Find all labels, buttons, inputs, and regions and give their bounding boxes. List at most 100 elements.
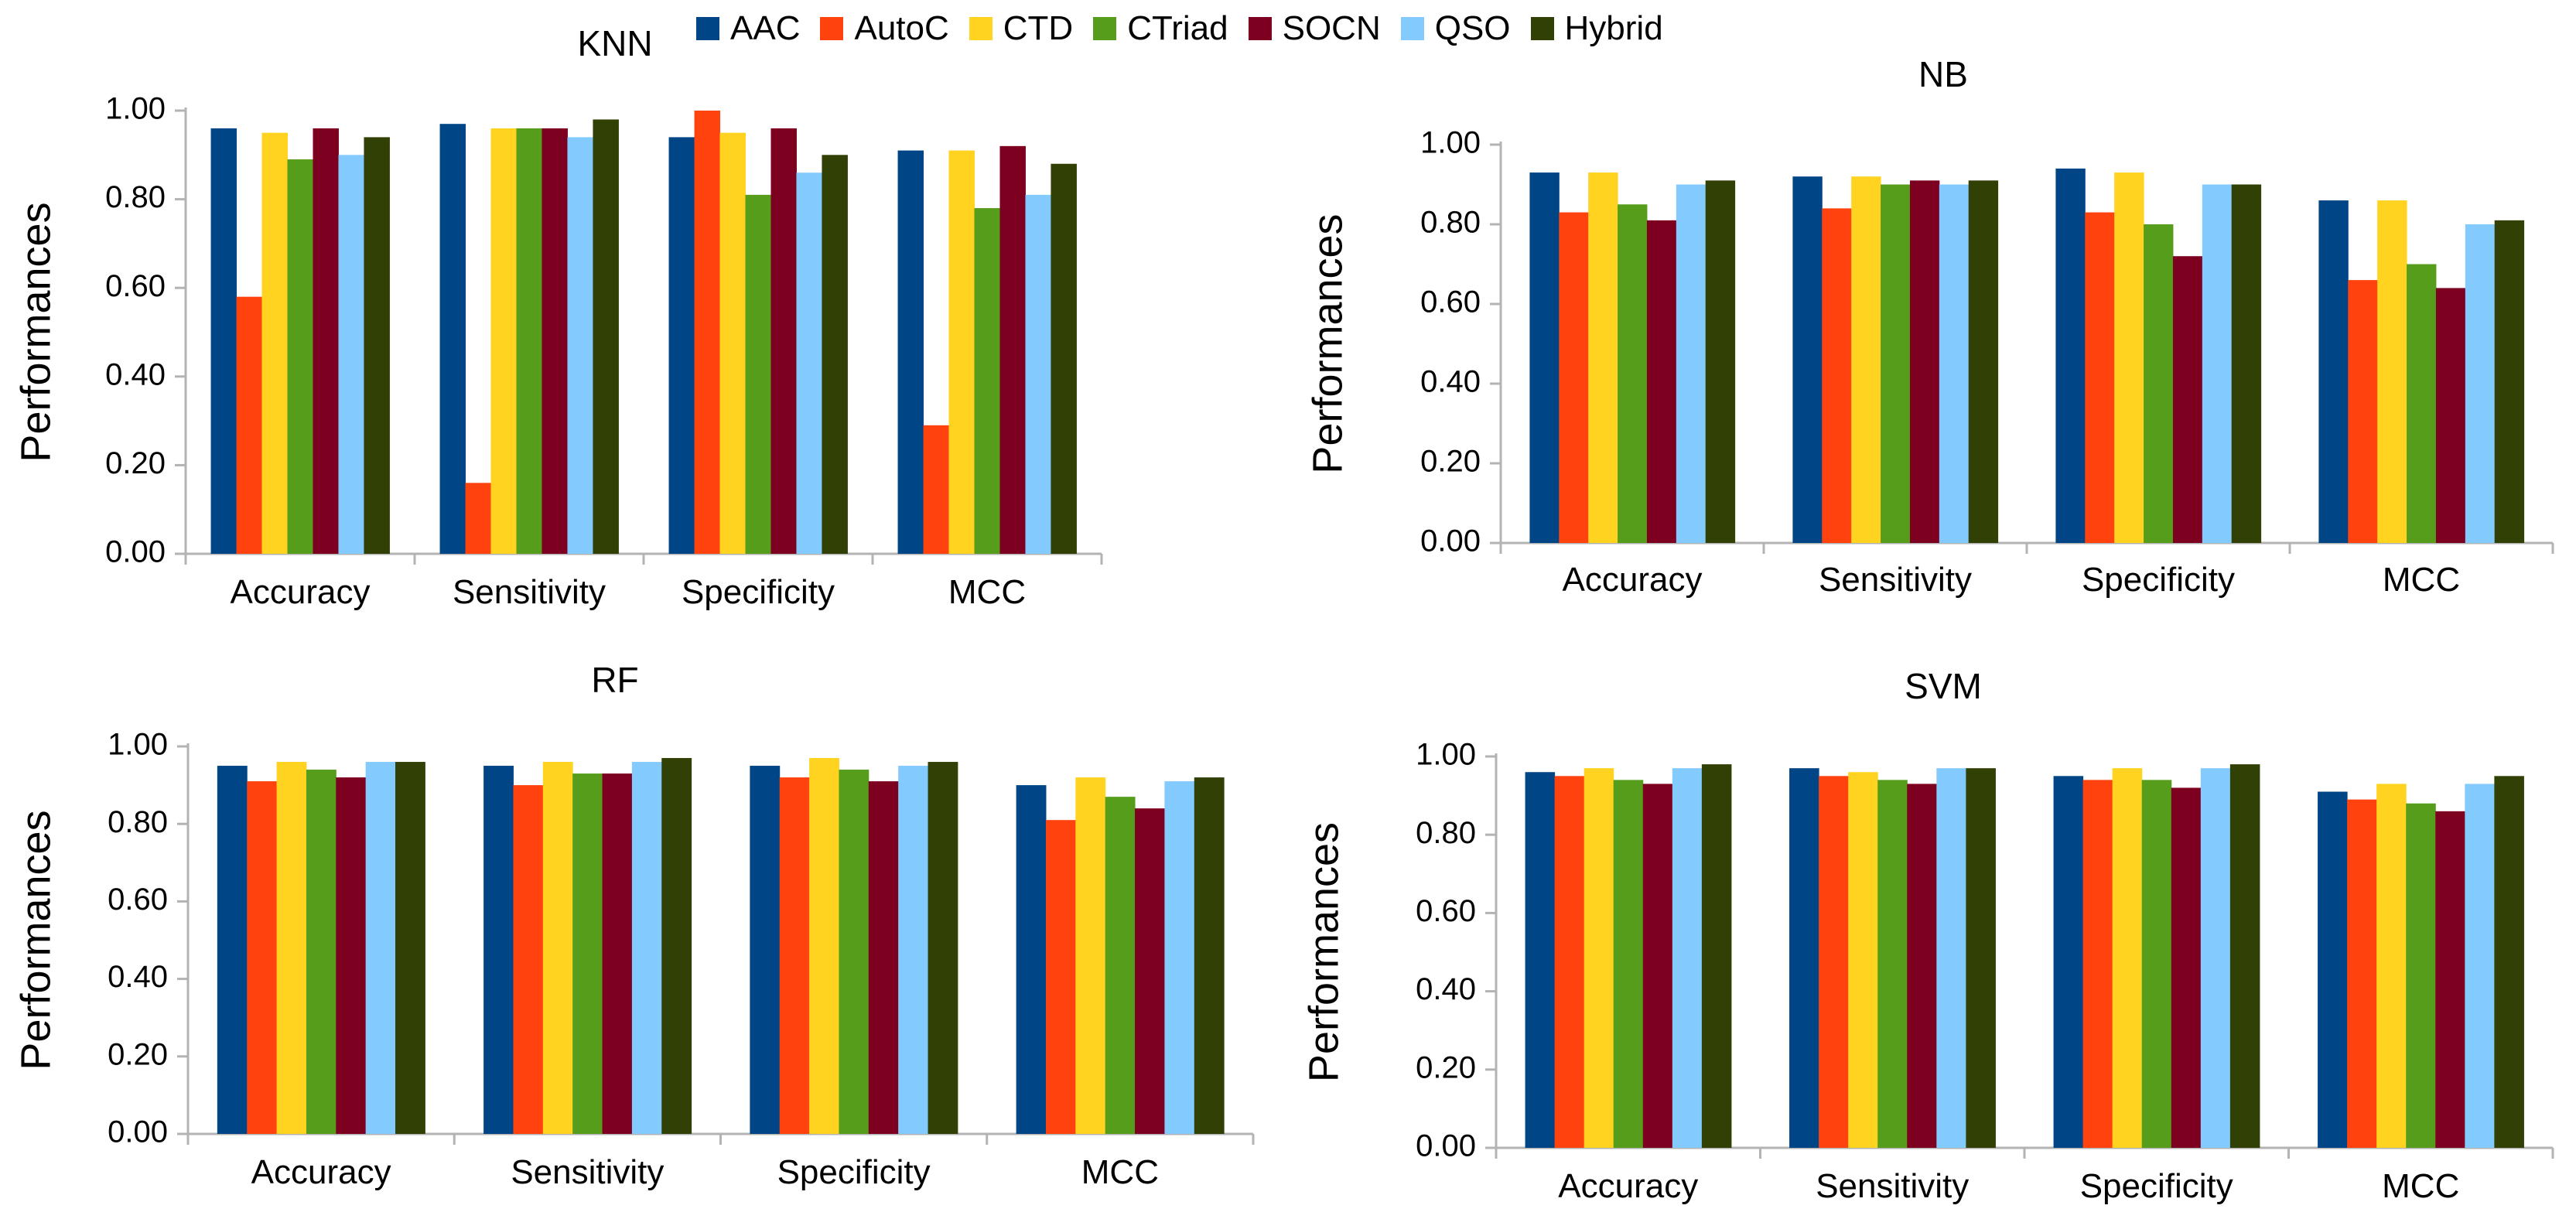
bar-qso-accuracy [1672, 768, 1703, 1148]
y-axis-label: Performances [1300, 822, 1347, 1082]
bar-aac-accuracy [210, 128, 237, 555]
x-tick-label: Sensitivity [511, 1153, 664, 1191]
y-tick-label: 1.00 [108, 728, 168, 762]
bar-ctriad-sensitivity [516, 128, 542, 555]
chart-title: SVM [1905, 666, 1982, 706]
y-tick-label: 0.00 [1416, 1129, 1476, 1163]
bar-ctriad-specificity [2144, 224, 2174, 543]
y-axis-label: Performances [1304, 213, 1351, 473]
bar-socn-mcc [2435, 288, 2466, 543]
bar-qso-accuracy [365, 762, 396, 1134]
x-tick-label: Specificity [682, 573, 835, 611]
y-tick-label: 0.80 [1416, 816, 1476, 850]
bar-hybrid-mcc [2494, 776, 2524, 1148]
bar-ctd-mcc [948, 150, 975, 554]
bar-ctriad-sensitivity [572, 773, 603, 1134]
bar-hybrid-specificity [2231, 184, 2262, 543]
x-tick-label: Sensitivity [453, 573, 606, 611]
legend-swatch [969, 17, 992, 40]
bar-ctriad-mcc [1105, 797, 1136, 1134]
bar-aac-sensitivity [1792, 176, 1823, 543]
bar-ctriad-accuracy [1613, 780, 1644, 1148]
bar-autoc-mcc [2347, 799, 2377, 1148]
legend-label: SOCN [1282, 9, 1381, 47]
bar-autoc-specificity [2085, 212, 2115, 543]
bar-qso-mcc [2465, 784, 2495, 1148]
bar-qso-specificity [2202, 184, 2233, 543]
legend-item-autoc: AutoC [820, 9, 949, 48]
y-tick-label: 0.20 [1420, 445, 1481, 479]
legend-swatch [1400, 17, 1424, 40]
bar-aac-sensitivity [1789, 768, 1819, 1148]
y-axis-label: Performances [12, 202, 59, 462]
y-tick-label: 1.00 [105, 92, 166, 126]
y-tick-label: 0.60 [108, 883, 168, 917]
bar-ctd-accuracy [261, 132, 289, 554]
x-tick-label: Specificity [2080, 1167, 2233, 1205]
x-tick-label: Accuracy [231, 573, 371, 611]
bar-aac-specificity [750, 766, 781, 1134]
chart-svm: SVM Performances 0.00 0.20 0.40 0.60 0.80 1.00 A… [1300, 666, 2554, 1205]
x-tick-label: Accuracy [1563, 561, 1703, 599]
y-tick-label: 0.60 [1420, 285, 1481, 319]
bar-hybrid-sensitivity [661, 758, 692, 1134]
x-tick-label: MCC [948, 573, 1026, 611]
bar-socn-mcc [2435, 811, 2465, 1148]
y-tick-label: 0.00 [105, 535, 166, 569]
bar-qso-accuracy [1676, 184, 1707, 543]
bar-autoc-mcc [2348, 280, 2378, 543]
legend-item-ctriad: CTriad [1093, 9, 1228, 48]
x-tick-label: Specificity [2082, 561, 2235, 599]
chart-knn: KNN Performances 0.00 0.20 0.40 0.60 0.80 1.00 A… [12, 23, 1103, 611]
bar-ctriad-accuracy [306, 770, 337, 1134]
bar-ctd-sensitivity [1848, 772, 1878, 1148]
y-tick-label: 0.00 [108, 1115, 168, 1149]
y-tick-label: 0.20 [105, 446, 166, 480]
bar-socn-accuracy [336, 777, 367, 1134]
legend-label: CTD [1003, 9, 1074, 47]
x-tick-label: Accuracy [1558, 1167, 1698, 1205]
chart-rf: RF Performances 0.00 0.20 0.40 0.60 0.80 1.00 Ac… [12, 660, 1255, 1191]
legend-item-ctd: CTD [969, 9, 1073, 48]
bar-hybrid-accuracy [364, 137, 390, 554]
legend-item-socn: SOCN [1248, 9, 1381, 48]
bar-ctd-specificity [719, 132, 746, 554]
x-tick-label: Specificity [777, 1153, 931, 1191]
y-tick-label: 0.60 [105, 269, 166, 303]
chart-title: KNN [577, 23, 652, 63]
legend-label: Hybrid [1564, 9, 1663, 47]
y-tick-label: 0.40 [1420, 365, 1481, 399]
bar-socn-specificity [868, 781, 899, 1134]
x-tick-label: Accuracy [251, 1153, 391, 1191]
legend-item-qso: QSO [1400, 9, 1511, 48]
bar-autoc-accuracy [1554, 776, 1585, 1148]
bar-qso-sensitivity [631, 762, 662, 1134]
bar-aac-accuracy [1525, 772, 1556, 1148]
bar-hybrid-specificity [928, 762, 958, 1134]
x-tick-label: MCC [2383, 561, 2460, 599]
bar-ctd-mcc [2376, 784, 2407, 1148]
legend-swatch [1093, 17, 1117, 40]
bar-autoc-mcc [923, 425, 950, 554]
y-tick-label: 0.40 [108, 960, 168, 994]
bar-ctd-accuracy [1584, 768, 1614, 1148]
bar-socn-specificity [770, 128, 797, 555]
bar-autoc-specificity [694, 111, 721, 554]
y-axis-label: Performances [12, 810, 59, 1070]
bar-ctriad-mcc [974, 208, 1000, 554]
bar-ctriad-sensitivity [1881, 184, 1911, 543]
x-tick-label: Sensitivity [1819, 561, 1972, 599]
bar-aac-mcc [2318, 200, 2349, 543]
bar-ctriad-accuracy [1618, 204, 1648, 543]
bar-ctd-accuracy [1588, 172, 1618, 544]
y-tick-label: 0.00 [1420, 524, 1481, 558]
bar-qso-accuracy [338, 155, 364, 555]
bar-ctriad-sensitivity [1877, 780, 1908, 1148]
bar-qso-sensitivity [1936, 768, 1966, 1148]
bar-ctd-specificity [2112, 768, 2143, 1148]
bar-ctriad-mcc [2407, 264, 2437, 543]
legend-item-hybrid: Hybrid [1530, 9, 1663, 48]
bar-ctriad-specificity [2141, 780, 2172, 1148]
chart-title: NB [1918, 54, 1968, 94]
y-tick-label: 0.20 [1416, 1050, 1476, 1084]
